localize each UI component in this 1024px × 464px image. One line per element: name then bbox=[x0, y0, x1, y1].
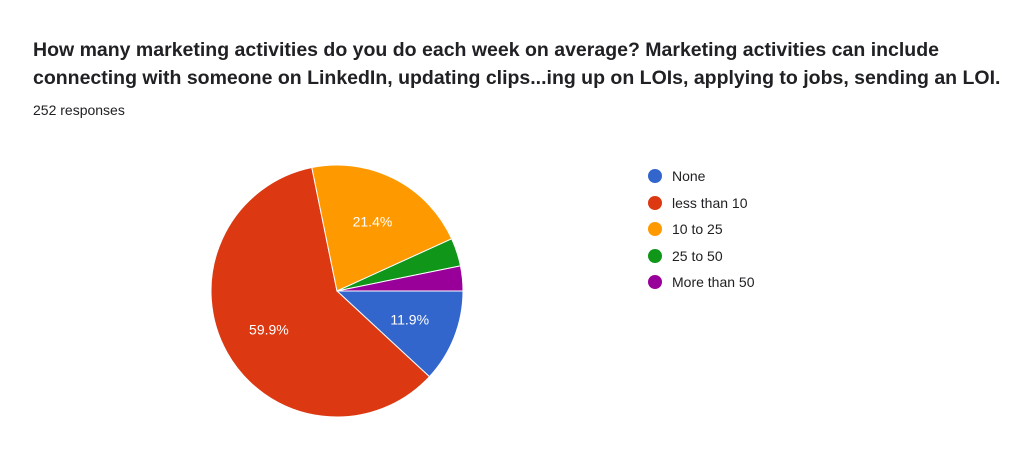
legend-item: 10 to 25 bbox=[648, 216, 755, 243]
legend-label: less than 10 bbox=[672, 194, 748, 211]
pie-slice-none[interactable] bbox=[335, 290, 464, 378]
pie-slice-label: 11.9% bbox=[390, 312, 429, 328]
legend-swatch bbox=[648, 169, 662, 184]
legend-item: 25 to 50 bbox=[648, 243, 755, 270]
legend-label: 25 to 50 bbox=[672, 247, 723, 264]
question-line-2: connecting with someone on LinkedIn, upd… bbox=[33, 67, 1001, 89]
legend-item: less than 10 bbox=[648, 190, 755, 217]
chart-legend: None less than 10 10 to 25 25 to 50 More tha… bbox=[648, 163, 755, 296]
legend-swatch bbox=[648, 222, 662, 237]
legend-label: 10 to 25 bbox=[672, 221, 723, 238]
question-title: How many marketing activities do you do … bbox=[33, 36, 1008, 92]
legend-label: More than 50 bbox=[672, 274, 755, 291]
pie-slice-label: 21.4% bbox=[353, 213, 393, 229]
pie-slice-less-than-10[interactable] bbox=[210, 166, 431, 418]
legend-swatch bbox=[648, 195, 662, 210]
legend-swatch bbox=[648, 275, 662, 290]
question-line-1: How many marketing activities do you do … bbox=[33, 39, 939, 61]
legend-label: None bbox=[672, 168, 706, 185]
pie-slice-10-to-25[interactable] bbox=[311, 164, 453, 292]
response-count: 252 responses bbox=[33, 102, 125, 118]
pie-slice-more-than-50[interactable] bbox=[336, 265, 464, 292]
legend-item: None bbox=[648, 163, 755, 190]
legend-swatch bbox=[648, 248, 662, 263]
pie-slice-label: 59.9% bbox=[249, 321, 289, 337]
legend-item: More than 50 bbox=[648, 269, 755, 296]
